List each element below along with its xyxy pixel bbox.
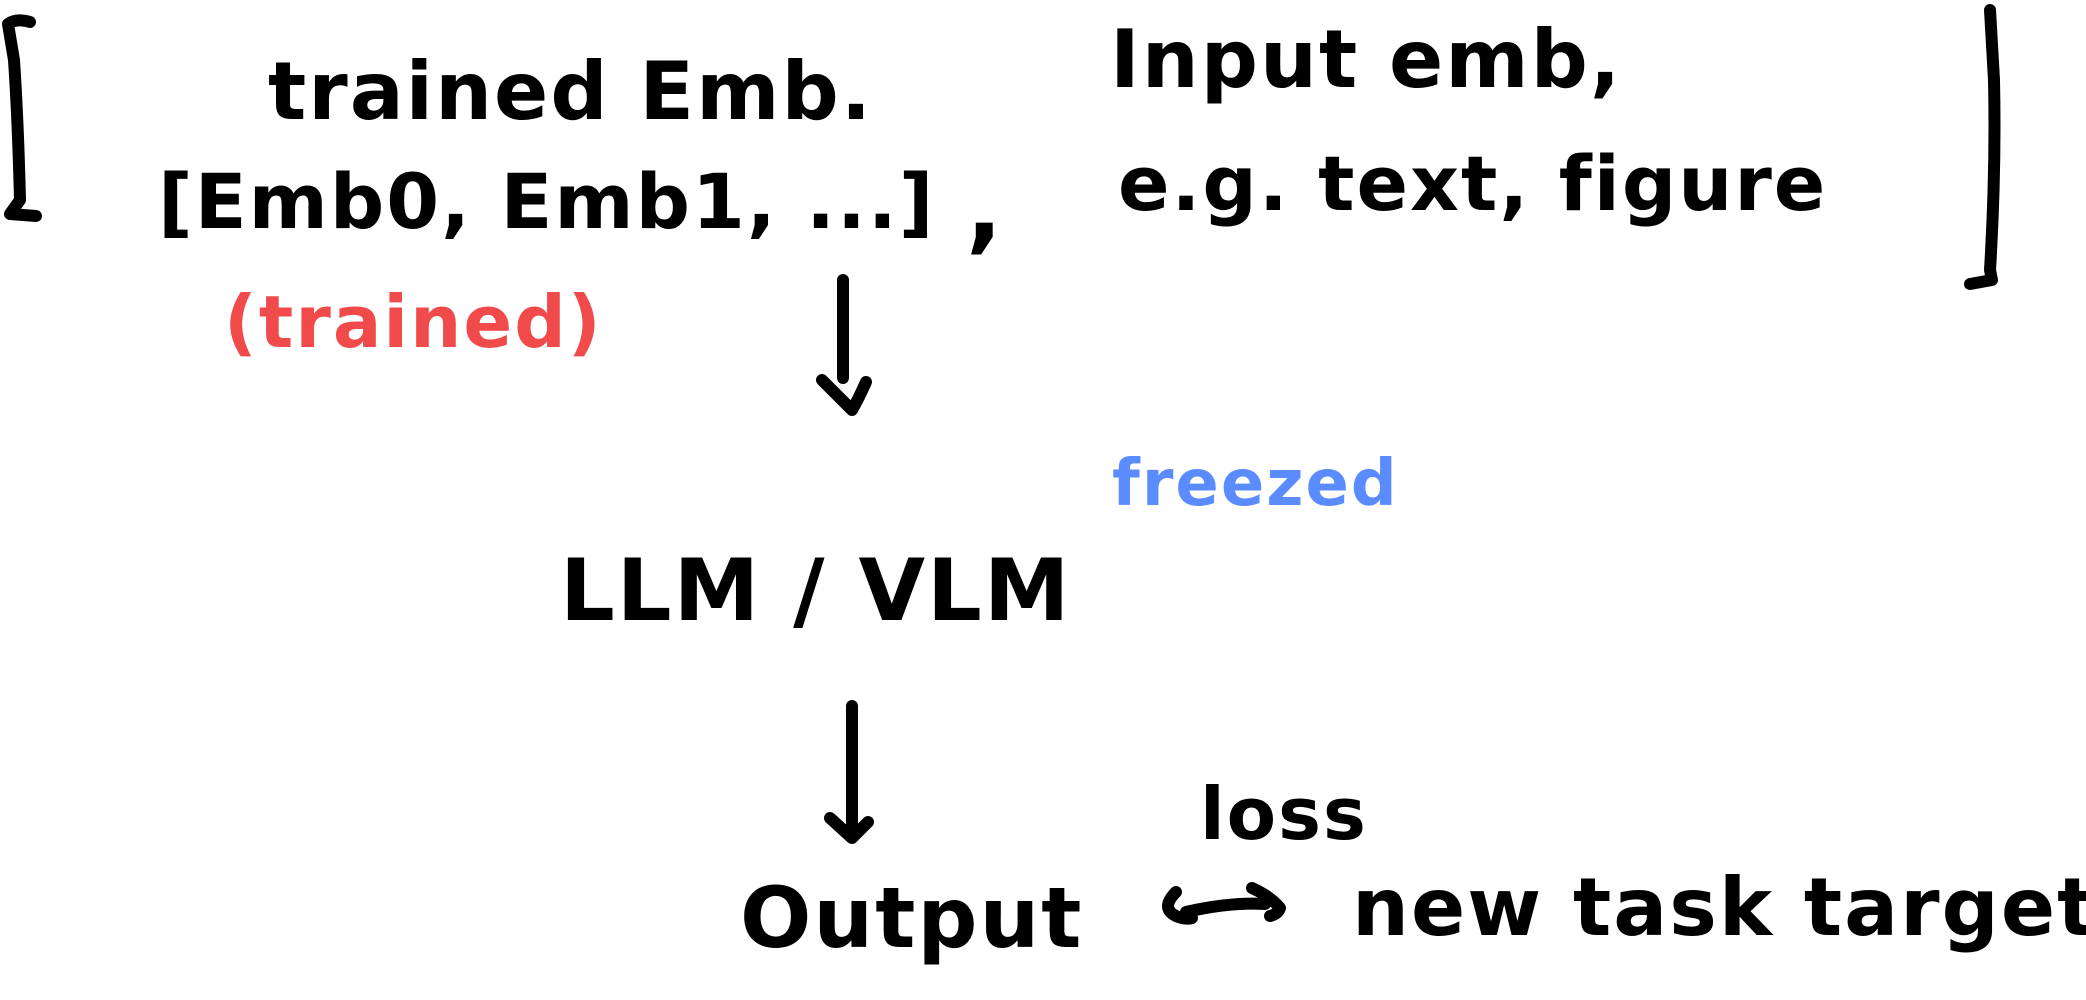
loss-label: loss <box>1200 772 1368 856</box>
arrow-down-to-model <box>816 274 872 416</box>
model-label: LLM / VLM <box>560 541 1072 641</box>
separator-comma: , <box>966 152 1005 264</box>
freezed-tag: freezed <box>1112 447 1399 521</box>
new-task-target-label: new task target <box>1352 861 2086 954</box>
double-arrow-loss <box>1162 882 1286 925</box>
trained-emb-title: trained Emb. <box>268 45 874 138</box>
trained-emb-list: [Emb0, Emb1, ...] <box>158 157 936 246</box>
input-emb-line1: Input emb, <box>1110 13 1623 106</box>
trained-tag: (trained) <box>224 280 603 364</box>
arrow-down-to-output <box>824 700 874 844</box>
right-outer-bracket <box>1964 4 2001 290</box>
input-emb-line2: e.g. text, figure <box>1118 139 1828 228</box>
left-outer-bracket <box>2 14 42 222</box>
output-label: Output <box>740 869 1084 967</box>
